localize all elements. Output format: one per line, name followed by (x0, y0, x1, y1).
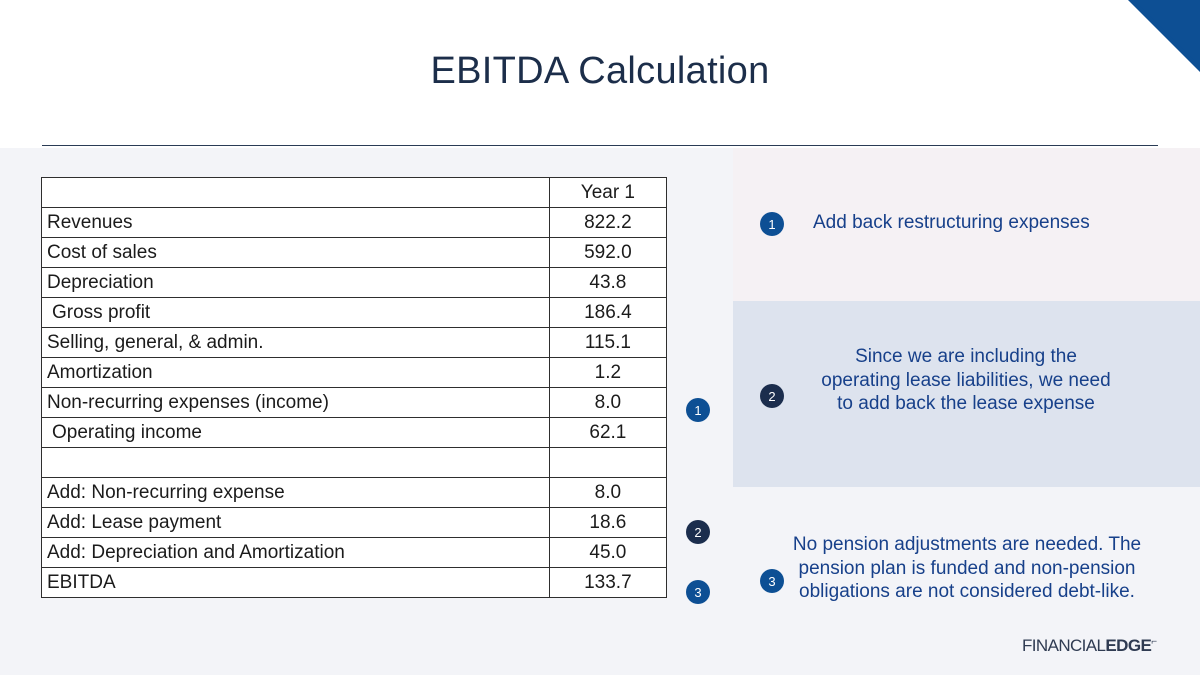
row-value: 18.6 (548, 507, 668, 538)
table-row: Amortization 1.2 (41, 357, 668, 388)
note-panel-1 (733, 148, 1200, 301)
badge-2-table: 2 (686, 520, 710, 544)
table-row: Add: Depreciation and Amortization 45.0 (41, 537, 668, 568)
table-header-row: Year 1 (41, 177, 668, 208)
logo-bold-text: EDGE (1105, 636, 1152, 655)
badge-1-note: 1 (760, 212, 784, 236)
row-value: 1.2 (548, 357, 668, 388)
table-row: Add: Lease payment 18.6 (41, 507, 668, 538)
slide-title: EBITDA Calculation (430, 50, 770, 92)
row-value: 592.0 (548, 237, 668, 268)
table-row-total: EBITDA 133.7 (41, 567, 668, 598)
row-label (41, 447, 550, 478)
table-row: Selling, general, & admin. 115.1 (41, 327, 668, 358)
table-row: Add: Non-recurring expense 8.0 (41, 477, 668, 508)
note-2-text: Since we are including the operating lea… (821, 346, 1111, 414)
row-label: EBITDA (41, 567, 550, 598)
table-row: Gross profit 186.4 (41, 297, 668, 328)
row-label: Add: Lease payment (41, 507, 550, 538)
row-value: 45.0 (548, 537, 668, 568)
row-value: 822.2 (548, 207, 668, 238)
row-label: Gross profit (41, 297, 550, 328)
row-label: Non-recurring expenses (income) (41, 387, 550, 418)
row-value: 62.1 (548, 417, 668, 448)
row-label: Amortization (41, 357, 550, 388)
row-value: 115.1 (548, 327, 668, 358)
header-year-cell: Year 1 (548, 177, 668, 208)
badge-3-table: 3 (686, 580, 710, 604)
title-divider (42, 145, 1158, 146)
table-row: Cost of sales 592.0 (41, 237, 668, 268)
row-label: Operating income (41, 417, 550, 448)
table-row: Non-recurring expenses (income) 8.0 (41, 387, 668, 418)
header-label-cell (41, 177, 550, 208)
ebitda-table: Year 1 Revenues 822.2 Cost of sales 592.… (41, 177, 668, 598)
row-value (548, 447, 668, 478)
financial-edge-logo: FINANCIALEDGE⌐ (1022, 636, 1157, 656)
note-3-text: No pension adjustments are needed. The p… (792, 534, 1142, 602)
row-value: 8.0 (548, 387, 668, 418)
row-value: 133.7 (548, 567, 668, 598)
logo-light-text: FINANCIAL (1022, 636, 1106, 655)
note-1-text: Add back restructuring expenses (813, 212, 1090, 233)
row-value: 43.8 (548, 267, 668, 298)
note-panel-2 (733, 301, 1200, 487)
badge-1-table: 1 (686, 398, 710, 422)
badge-2-note: 2 (760, 384, 784, 408)
row-label: Selling, general, & admin. (41, 327, 550, 358)
row-label: Depreciation (41, 267, 550, 298)
logo-mark-icon: ⌐ (1151, 636, 1157, 648)
note-panel-3 (733, 487, 1200, 675)
row-value: 186.4 (548, 297, 668, 328)
row-value: 8.0 (548, 477, 668, 508)
row-label: Cost of sales (41, 237, 550, 268)
row-label: Add: Depreciation and Amortization (41, 537, 550, 568)
table-row: Depreciation 43.8 (41, 267, 668, 298)
table-row: Revenues 822.2 (41, 207, 668, 238)
corner-accent-shape (1128, 0, 1200, 72)
table-row: Operating income 62.1 (41, 417, 668, 448)
badge-3-note: 3 (760, 569, 784, 593)
row-label: Revenues (41, 207, 550, 238)
table-row-spacer (41, 447, 668, 478)
row-label: Add: Non-recurring expense (41, 477, 550, 508)
